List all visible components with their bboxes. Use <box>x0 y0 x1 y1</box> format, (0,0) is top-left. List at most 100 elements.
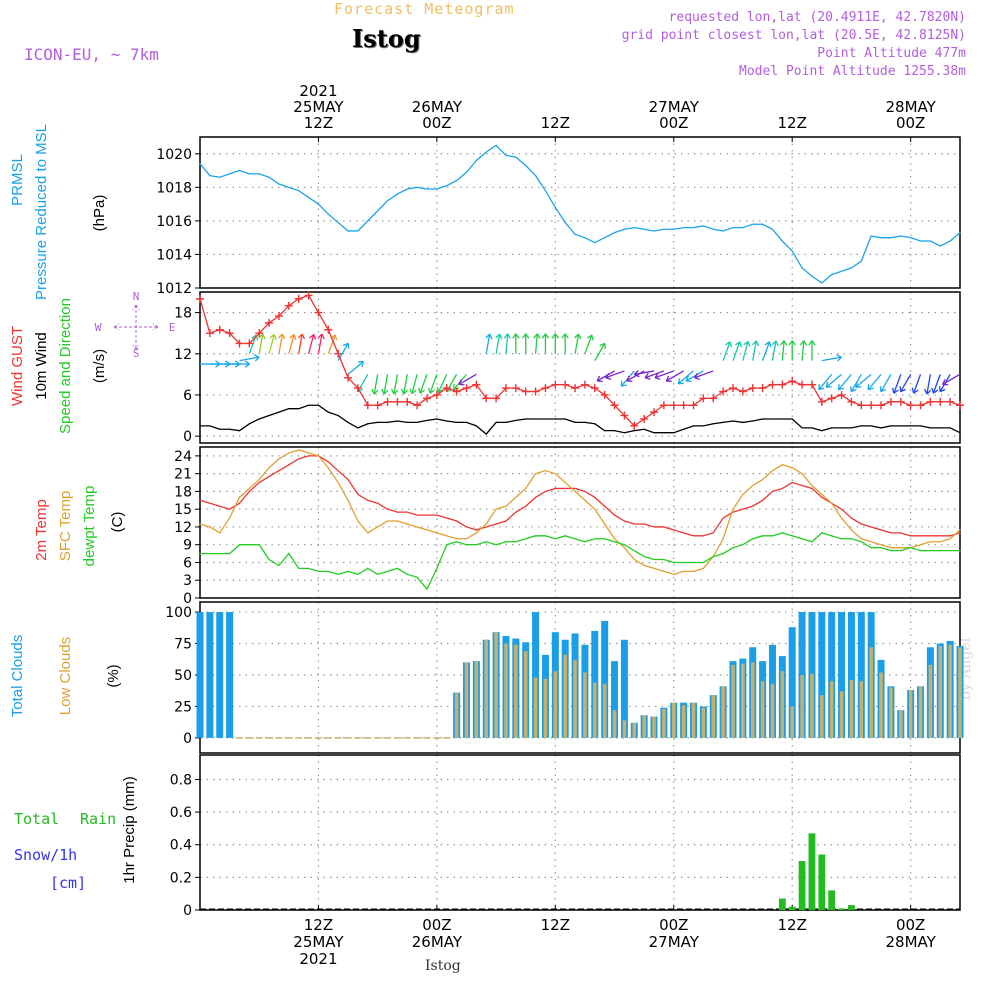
low-cloud-bar <box>454 692 459 738</box>
temp-dewpt-label: dewpt Temp <box>81 486 98 567</box>
temp-sfc-point <box>465 538 468 540</box>
wind-10m-point <box>367 423 369 425</box>
wind-arrow-head <box>788 340 796 346</box>
prmsl-point <box>910 237 912 239</box>
wind-10m-point <box>761 418 764 420</box>
temp-dewpt-point <box>821 532 823 534</box>
low-cloud-bar <box>691 702 696 738</box>
temp-2m-point <box>327 461 329 463</box>
prmsl-point <box>465 171 468 173</box>
wind-10m-point <box>860 425 862 427</box>
temp-dewpt-series <box>199 532 961 591</box>
wind-10m-point <box>821 430 823 432</box>
wind-arrow-head <box>771 340 779 347</box>
temp-dewpt-point <box>929 550 931 552</box>
cloud-bars <box>196 612 964 739</box>
wind-gust-marker <box>847 397 856 406</box>
wind-10m-point <box>850 427 853 429</box>
prmsl-series <box>199 144 961 284</box>
wind-arrow-head <box>391 388 399 395</box>
wind-10m-point <box>959 432 961 434</box>
temp-sfc-point <box>564 481 566 484</box>
y-tick-label: 1016 <box>156 214 192 230</box>
prmsl-point <box>426 188 428 190</box>
temp-dewpt-point <box>465 544 468 546</box>
temp-dewpt-point <box>268 558 270 561</box>
total-cloud-bar <box>532 612 540 738</box>
temp-sfc-point <box>357 520 359 522</box>
footer-location: Istog <box>425 958 461 974</box>
low-cloud-bar <box>553 671 558 738</box>
y-tick-label: 12 <box>174 520 192 536</box>
wind-arrow-head <box>620 380 627 387</box>
y-tick-label: 3 <box>183 573 192 589</box>
temp-sfc-point <box>613 538 616 540</box>
temp-2m-point <box>653 526 655 528</box>
wind-gust-marker <box>738 387 747 396</box>
precip-panel: 0 0.2 0.4 0.6 0.8 <box>170 754 961 919</box>
prmsl-point <box>811 275 813 277</box>
wind-gust-marker <box>630 421 639 430</box>
wind-arrow <box>437 374 448 393</box>
wind-gust-marker <box>215 325 224 334</box>
wind-10m-point <box>505 421 507 424</box>
precip-rain-label: Rain <box>80 810 116 828</box>
model-altitude: Model Point Altitude 1255.38m <box>739 64 966 79</box>
low-cloud-bar <box>464 662 469 738</box>
wind-gust-line <box>199 294 961 427</box>
prmsl-point <box>446 185 448 187</box>
wind-gust-marker <box>314 308 323 317</box>
temp-2m-line <box>199 455 961 537</box>
low-cloud-bar <box>731 664 735 738</box>
wind-arrow <box>818 373 833 391</box>
wind-arrow-head <box>850 386 857 393</box>
temp-2m-point <box>258 481 260 484</box>
temp-dewpt-point <box>288 552 290 555</box>
total-cloud-bar <box>601 620 609 738</box>
low-cloud-bar <box>484 639 488 738</box>
temp-2m-label: 2m Temp <box>33 499 50 560</box>
temp-sfc-series <box>199 449 961 575</box>
temp-2m-point <box>377 502 379 504</box>
wind-gust-marker <box>679 401 688 410</box>
temp-sfc-point <box>771 470 774 472</box>
temp-dewpt-point <box>426 588 428 590</box>
wind-10m-point <box>604 430 606 432</box>
wind-gust-marker <box>462 384 471 393</box>
temp-dewpt-point <box>712 555 714 558</box>
time-label-top: 2021 <box>299 82 337 100</box>
temp-2m-point <box>357 493 359 495</box>
wind-arrow-head <box>381 388 389 395</box>
prmsl-point <box>337 221 339 224</box>
wind-10m-series <box>199 404 961 435</box>
temp-dewpt-point <box>880 547 882 549</box>
temp-frame <box>199 446 961 599</box>
temp-dewpt-point <box>722 552 724 555</box>
temp-2m-point <box>623 520 626 522</box>
temp-dewpt-point <box>229 552 231 555</box>
wind-unit: (m/s) <box>91 349 108 383</box>
temp-sfc-point <box>327 467 329 469</box>
low-cloud-bar <box>612 710 617 738</box>
temp-dewpt-point <box>791 535 793 537</box>
wind-10m-point <box>643 428 645 430</box>
temp-dewpt-point <box>613 541 616 543</box>
y-tick-label: 0.2 <box>170 870 192 886</box>
pressure-label-2: Pressure Reduced to MSL <box>33 124 50 300</box>
temp-sfc-point <box>574 490 576 493</box>
temp-2m-point <box>337 470 339 472</box>
prmsl-point <box>752 223 754 225</box>
wind-arrow <box>694 370 714 379</box>
wind-gust-marker <box>669 401 678 410</box>
temp-dewpt-point <box>485 541 487 543</box>
wind-arrow <box>373 374 379 395</box>
temp-dewpt-point <box>456 541 458 543</box>
wind-10m-point <box>446 420 448 422</box>
wind-10m-point <box>416 421 418 424</box>
temp-dewpt-point <box>307 567 310 569</box>
prmsl-point <box>890 237 892 239</box>
wind-arrow <box>239 356 260 362</box>
low-cloud-bar <box>839 691 844 738</box>
total-cloud-bar <box>196 612 204 738</box>
y-tick-label: 24 <box>174 449 192 465</box>
